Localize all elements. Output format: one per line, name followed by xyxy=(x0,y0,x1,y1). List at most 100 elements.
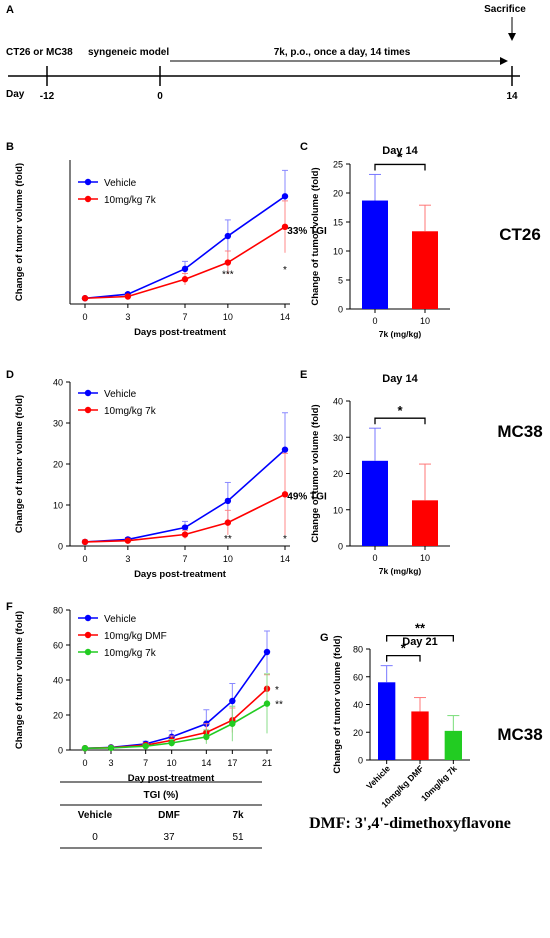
chart-title: Day 21 xyxy=(402,636,437,648)
panel-d: D 0 10 20 30 40 0 3 7 10 14 Days post-treatment Chan… xyxy=(6,369,327,580)
data-point xyxy=(229,697,236,705)
bar xyxy=(378,682,396,760)
data-point xyxy=(281,491,289,498)
tumor-label-mc38-g: MC38 xyxy=(497,725,542,744)
table-col-7k: 7k xyxy=(232,810,244,821)
y-axis-label: Change of tumor volume (fold) xyxy=(14,611,25,749)
series-line xyxy=(84,651,268,750)
y-tick-label: 0 xyxy=(358,756,363,766)
day-label: Day xyxy=(6,89,25,100)
data-point xyxy=(81,745,89,752)
annotation: ** xyxy=(224,534,232,545)
panel-label-f: F xyxy=(6,601,13,613)
panel-label-g: G xyxy=(320,632,329,644)
annotation: * xyxy=(275,685,279,696)
y-tick-label: 40 xyxy=(53,676,63,686)
y-tick-label: 20 xyxy=(333,469,343,479)
sacrifice-arrowhead xyxy=(508,33,516,41)
panel-label-d: D xyxy=(6,369,14,381)
legend-label: Vehicle xyxy=(104,614,137,625)
significance-bracket xyxy=(374,163,426,171)
data-point xyxy=(224,519,232,526)
y-tick-label: 0 xyxy=(338,305,343,315)
y-tick-label: 40 xyxy=(353,700,363,710)
significance-bracket xyxy=(374,417,426,425)
table-val-7k: 51 xyxy=(232,832,244,843)
data-point xyxy=(181,524,189,531)
legend-label: Vehicle xyxy=(104,178,137,189)
tumor-label-mc38-e: MC38 xyxy=(497,422,542,441)
y-axis-label: Change of tumor volume (fold) xyxy=(310,404,321,542)
charts: B 0 3 7 10 14 Days post-treatment Change of tum… xyxy=(6,141,470,809)
x-tick-label: 0 xyxy=(82,312,87,322)
dmf-note: DMF: 3',4'-dimethoxyflavone xyxy=(309,815,511,832)
y-tick-label: 0 xyxy=(58,542,63,552)
y-tick-label: 10 xyxy=(333,247,343,257)
legend-label: 10mg/kg 7k xyxy=(104,406,157,417)
panel-c: C Day 14 0 5 10 15 20 25 Change of tumor volume … xyxy=(300,141,450,339)
x-tick-label: 0 xyxy=(82,758,87,768)
table-val-vehicle: 0 xyxy=(92,832,98,843)
x-tick-label: 7 xyxy=(143,758,148,768)
significance-label: * xyxy=(401,641,407,656)
significance-label: * xyxy=(397,403,403,418)
y-tick-label: 0 xyxy=(58,746,63,756)
significance-bracket xyxy=(386,635,454,642)
annotation: 33% TGI xyxy=(287,226,327,237)
day-14: 14 xyxy=(506,91,518,102)
series-1: 10mg/kg 7k xyxy=(78,406,289,546)
model-label: CT26 or MC38 xyxy=(6,47,73,58)
legend-label: 10mg/kg 7k xyxy=(104,195,157,206)
y-tick-label: 20 xyxy=(53,460,63,470)
bar xyxy=(362,460,388,546)
x-tick-label: 10 xyxy=(167,758,177,768)
data-point xyxy=(224,259,232,266)
x-tick-label: 10 xyxy=(223,312,233,322)
table-col-dmf: DMF xyxy=(158,810,180,821)
x-axis-label: 7k (mg/kg) xyxy=(379,329,422,339)
panel-label-c: C xyxy=(300,141,308,153)
legend-marker xyxy=(84,195,92,203)
data-point xyxy=(281,446,289,453)
table-val-dmf: 37 xyxy=(163,832,175,843)
y-tick-label: 60 xyxy=(53,641,63,651)
significance-label: ** xyxy=(415,621,426,636)
data-point xyxy=(81,295,89,302)
significance-label: * xyxy=(397,149,403,164)
x-tick-label: Vehicle xyxy=(364,763,392,791)
day-0: 0 xyxy=(157,91,163,102)
x-tick-label: 14 xyxy=(280,554,290,564)
treatment-arrowhead xyxy=(500,57,508,65)
series-line xyxy=(84,688,268,750)
y-tick-label: 15 xyxy=(333,218,343,228)
annotation: * xyxy=(283,265,287,276)
x-tick-label: 14 xyxy=(280,312,290,322)
x-tick-label: 10 xyxy=(420,316,430,326)
y-axis-label: Change of tumor volume (fold) xyxy=(332,635,343,773)
x-tick-label: 7 xyxy=(182,554,187,564)
y-tick-label: 25 xyxy=(333,160,343,170)
panel-f: F 0 20 40 60 80 0 3 7 10 14 17 21 Day post-treatment C… xyxy=(6,601,283,784)
x-tick-label: 17 xyxy=(227,758,237,768)
x-tick-label: 0 xyxy=(82,554,87,564)
y-tick-label: 40 xyxy=(333,397,343,407)
data-point xyxy=(124,293,132,300)
panel-label-e: E xyxy=(300,369,307,381)
legend-marker xyxy=(84,178,92,186)
x-tick-label: 7 xyxy=(182,312,187,322)
legend-marker xyxy=(84,631,92,639)
x-tick-label: 10mg/kg 7k xyxy=(419,763,459,803)
x-tick-label: 14 xyxy=(201,758,211,768)
data-point xyxy=(142,742,149,750)
y-tick-label: 20 xyxy=(333,189,343,199)
x-tick-label: 10 xyxy=(420,553,430,563)
data-point xyxy=(263,700,271,707)
y-tick-label: 0 xyxy=(338,542,343,552)
significance-bracket xyxy=(386,655,421,662)
bar xyxy=(444,730,462,760)
y-tick-label: 10 xyxy=(53,501,63,511)
legend-marker xyxy=(84,648,92,656)
bar xyxy=(362,200,388,309)
y-tick-label: 20 xyxy=(53,711,63,721)
legend-marker xyxy=(84,406,92,414)
